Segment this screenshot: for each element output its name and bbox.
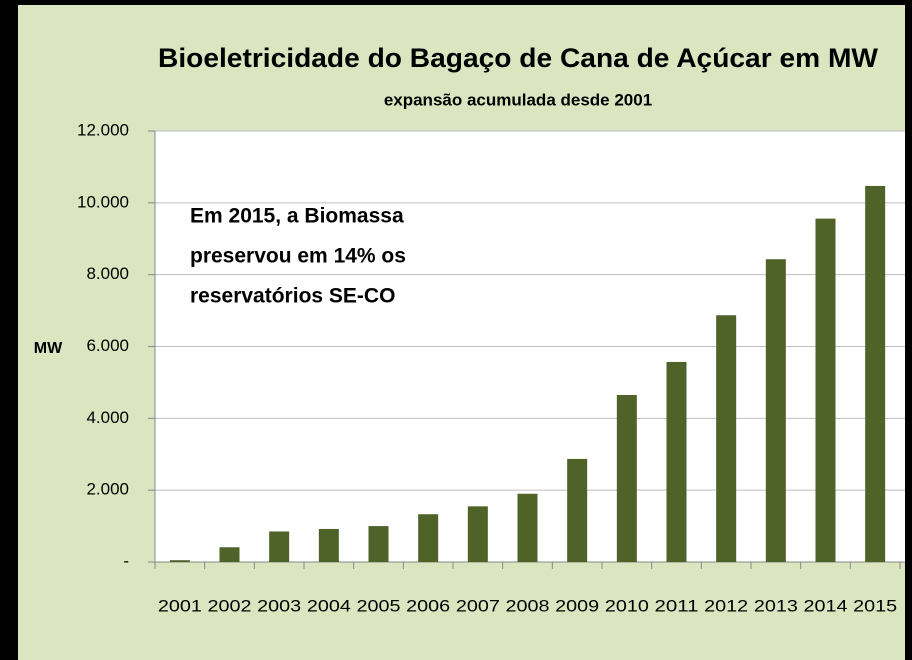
bar [467, 506, 488, 562]
y-tick-label: - [123, 551, 129, 570]
x-tick-label: 2003 [257, 596, 301, 615]
x-tick-label: 2002 [208, 596, 252, 615]
chart-title: Bioeletricidade do Bagaço de Cana de Açú… [158, 43, 879, 73]
x-tick-label: 2007 [456, 596, 500, 615]
annotation: preservou em 14% os [190, 245, 406, 268]
bar [169, 560, 190, 562]
annotation: reservatórios SE-CO [190, 285, 395, 308]
chart-subtitle: expansão acumulada desde 2001 [384, 90, 652, 109]
x-tick-label: 2008 [506, 596, 550, 615]
bar [616, 394, 637, 562]
x-tick-label: 2005 [357, 596, 401, 615]
x-tick-label: 2006 [406, 596, 450, 615]
bar [716, 315, 737, 562]
y-tick-label: 12.000 [77, 120, 129, 139]
x-tick-label: 2015 [853, 596, 897, 615]
bar [815, 218, 836, 563]
x-tick-label: 2001 [158, 596, 202, 615]
y-axis-label: MW [34, 340, 63, 357]
y-tick-label: 10.000 [77, 192, 129, 211]
y-tick-label: 8.000 [86, 264, 129, 283]
bar [765, 259, 786, 562]
x-tick-label: 2009 [555, 596, 599, 615]
bar [368, 526, 389, 562]
x-tick-label: 2011 [655, 596, 699, 615]
bar [865, 185, 886, 562]
x-tick-label: 2012 [704, 596, 748, 615]
bar [517, 493, 538, 562]
bar [318, 528, 339, 562]
x-tick-label: 2010 [605, 596, 649, 615]
y-tick-label: 4.000 [86, 408, 129, 427]
x-tick-label: 2004 [307, 596, 351, 615]
y-tick-label: 2.000 [86, 480, 129, 499]
bar [567, 458, 588, 562]
bar [269, 531, 290, 562]
bar [418, 514, 439, 562]
bar [666, 361, 687, 562]
bar [219, 547, 240, 562]
x-tick-label: 2014 [804, 596, 848, 615]
y-tick-label: 6.000 [86, 336, 129, 355]
x-tick-label: 2013 [754, 596, 798, 615]
annotation: Em 2015, a Biomassa [190, 205, 404, 228]
